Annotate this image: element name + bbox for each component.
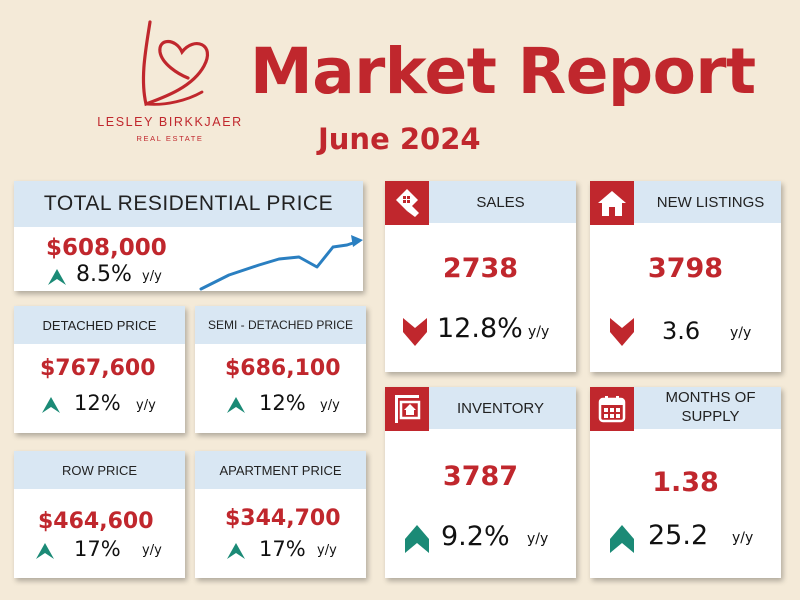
up-arrow-icon <box>405 525 429 553</box>
months-of-supply-card: MONTHS OF SUPPLY 1.38 25.2 y/y <box>590 387 781 578</box>
row-price-card: ROW PRICE $464,600 17% y/y <box>14 451 185 578</box>
apartment-yy: y/y <box>317 543 337 558</box>
months-of-supply-value: 1.38 <box>652 467 719 498</box>
report-period: June 2024 <box>318 122 481 156</box>
new-listings-icon-box <box>590 181 634 225</box>
total-residential-header: TOTAL RESIDENTIAL PRICE <box>14 181 363 227</box>
apartment-label: APARTMENT PRICE <box>219 462 342 478</box>
semi-detached-pct: 12% <box>259 391 306 415</box>
brand-logo: LESLEY BIRKKJAER REAL ESTATE <box>70 18 270 148</box>
up-arrow-icon <box>610 525 634 553</box>
sales-label: SALES <box>476 193 525 211</box>
apartment-pct: 17% <box>259 537 306 561</box>
trend-line-icon <box>199 235 363 291</box>
apartment-header: APARTMENT PRICE <box>195 451 366 489</box>
months-of-supply-pct: 25.2 <box>648 520 709 551</box>
semi-detached-label: SEMI - DETACHED PRICE <box>207 318 354 332</box>
brand-name: LESLEY BIRKKJAER <box>97 115 243 129</box>
total-residential-yy: y/y <box>142 269 162 284</box>
new-listings-yy: y/y <box>730 325 752 341</box>
semi-detached-yy: y/y <box>320 398 340 413</box>
up-arrow-icon <box>48 269 66 285</box>
months-of-supply-yy: y/y <box>732 530 754 546</box>
house-tag-icon <box>396 189 419 217</box>
new-listings-value: 3798 <box>647 253 724 284</box>
total-residential-card: TOTAL RESIDENTIAL PRICE $608,000 8.5% y/… <box>14 181 363 291</box>
inventory-pct: 9.2% <box>441 521 510 552</box>
months-of-supply-label-line1: MONTHS OF <box>665 389 756 407</box>
semi-detached-price-card: SEMI - DETACHED PRICE $686,100 12% y/y <box>195 306 366 433</box>
row-label: ROW PRICE <box>61 462 138 478</box>
down-arrow-icon <box>403 318 427 346</box>
months-of-supply-icon-box <box>590 387 634 431</box>
up-arrow-icon <box>42 397 60 413</box>
inventory-yy: y/y <box>527 531 549 547</box>
detached-price: $767,600 <box>40 356 156 381</box>
months-of-supply-label-line2: SUPPLY <box>681 408 740 425</box>
sales-card: SALES 2738 12.8% y/y <box>385 181 576 372</box>
total-residential-label: TOTAL RESIDENTIAL PRICE <box>43 192 334 215</box>
detached-header: DETACHED PRICE <box>14 306 185 344</box>
up-arrow-icon <box>36 543 54 559</box>
page-title: Market Report <box>250 35 756 108</box>
sales-value: 2738 <box>442 253 519 284</box>
total-residential-pct: 8.5% <box>76 262 132 287</box>
calendar-icon <box>598 396 626 423</box>
new-listings-card: NEW LISTINGS 3798 3.6 y/y <box>590 181 781 372</box>
sales-yy: y/y <box>528 324 550 340</box>
new-listings-label: NEW LISTINGS <box>656 193 765 211</box>
up-arrow-icon <box>227 543 245 559</box>
down-arrow-icon <box>610 318 634 346</box>
detached-yy: y/y <box>136 398 156 413</box>
house-sign-icon <box>395 395 421 423</box>
semi-detached-header: SEMI - DETACHED PRICE <box>195 306 366 344</box>
house-icon <box>598 191 626 216</box>
row-price: $464,600 <box>38 509 154 534</box>
new-listings-pct: 3.6 <box>662 317 701 345</box>
detached-price-card: DETACHED PRICE $767,600 12% y/y <box>14 306 185 433</box>
row-pct: 17% <box>74 537 121 561</box>
total-residential-price: $608,000 <box>46 235 167 261</box>
up-arrow-icon <box>227 397 245 413</box>
brand-subtitle: REAL ESTATE <box>136 134 204 143</box>
apartment-price: $344,700 <box>225 506 341 531</box>
inventory-card: INVENTORY 3787 9.2% y/y <box>385 387 576 578</box>
semi-detached-price: $686,100 <box>225 356 341 381</box>
row-header: ROW PRICE <box>14 451 185 489</box>
heart-logo-icon <box>141 20 210 107</box>
detached-pct: 12% <box>74 391 121 415</box>
inventory-icon-box <box>385 387 429 431</box>
apartment-price-card: APARTMENT PRICE $344,700 17% y/y <box>195 451 366 578</box>
row-yy: y/y <box>142 543 162 558</box>
inventory-value: 3787 <box>442 461 519 492</box>
sales-pct: 12.8% <box>437 313 523 344</box>
inventory-label: INVENTORY <box>457 399 544 417</box>
sales-icon-box <box>385 181 429 225</box>
detached-label: DETACHED PRICE <box>42 317 157 333</box>
